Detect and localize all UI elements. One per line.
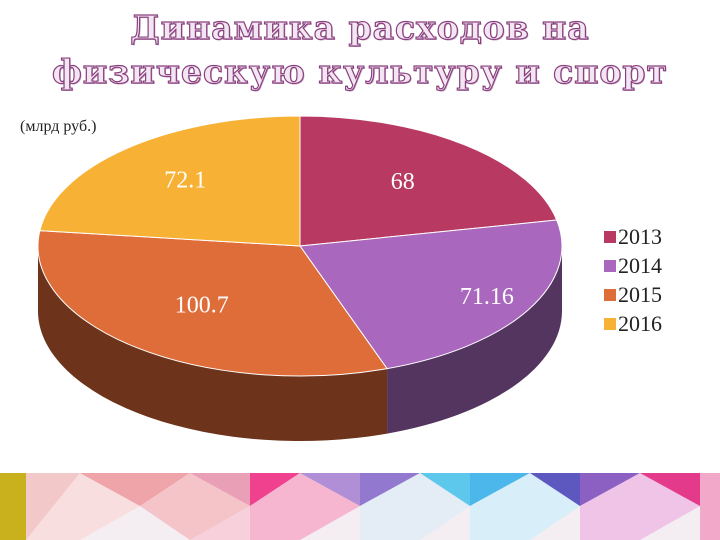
pie-chart: 68 71.16 100.7 72.1 <box>37 115 563 441</box>
data-label: 72.1 <box>164 167 206 193</box>
legend-item: 2014 <box>604 251 662 280</box>
legend-swatch <box>604 317 616 330</box>
pie-side-2014 <box>387 246 562 434</box>
chart-title: Динамика расходов на физическую культуру… <box>51 7 668 91</box>
decorative-triangle-band <box>0 473 720 540</box>
legend-label: 2014 <box>618 252 662 278</box>
legend-swatch <box>604 230 616 243</box>
pie-side-2015 <box>38 246 388 441</box>
legend-label: 2016 <box>618 310 662 336</box>
unit-note: (млрд руб.) <box>20 118 97 135</box>
legend-item: 2013 <box>604 222 662 251</box>
legend-swatch <box>604 288 616 301</box>
legend-swatch <box>604 259 616 272</box>
pie-slice-2013 <box>299 115 558 247</box>
data-label: 71.16 <box>460 284 514 310</box>
legend-item: 2015 <box>604 280 662 309</box>
legend-label: 2013 <box>618 223 662 249</box>
data-label: 68 <box>391 169 415 195</box>
pie-slice-2016 <box>39 115 301 247</box>
legend-label: 2015 <box>618 281 662 307</box>
legend: 2013 2014 2015 2016 <box>604 222 662 338</box>
data-label: 100.7 <box>175 292 229 318</box>
pie-slice-2014 <box>299 219 563 370</box>
pie-slice-2015 <box>37 230 388 377</box>
legend-item: 2016 <box>604 309 662 338</box>
